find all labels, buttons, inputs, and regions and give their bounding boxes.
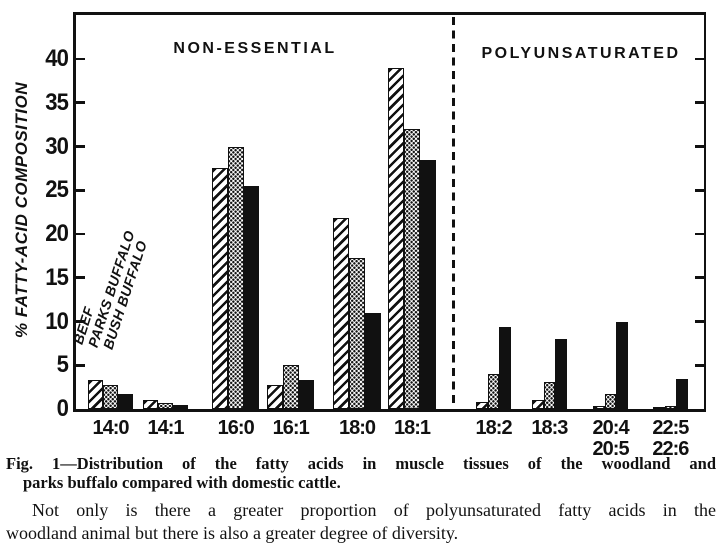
bar-parks-buffalo-16:0 xyxy=(227,146,244,409)
y-tick-mark-right xyxy=(695,320,704,323)
y-tick-mark xyxy=(76,101,85,105)
y-tick-mark xyxy=(76,232,85,236)
y-tick-mark xyxy=(76,363,85,367)
figure-caption-cont: parks buffalo compared with domestic cat… xyxy=(23,473,341,492)
bar-bush-buffalo-18:0 xyxy=(365,312,381,409)
y-tick-mark xyxy=(76,188,85,192)
bar-parks-buffalo-22:5-22:6 xyxy=(664,406,677,409)
bar-beef-18:0 xyxy=(333,218,349,409)
plot-area: NON-ESSENTIAL POLYUNSATURATED 0 5 10 15 20 25… xyxy=(45,12,706,460)
figure-text-block: Fig. 1—Distribution of the fatty acids i… xyxy=(6,454,716,544)
y-tick-mark-right xyxy=(695,101,704,105)
x-tick-label: 18:1 xyxy=(393,417,431,439)
y-tick-label: 40 xyxy=(45,45,69,72)
y-tick-mark-right xyxy=(695,276,704,280)
y-tick-label: 5 xyxy=(56,351,69,379)
bar-beef-14:0 xyxy=(88,380,103,409)
x-tick-label: 22:5 22:6 xyxy=(652,417,689,460)
y-tick-label: 0 xyxy=(56,395,69,422)
bar-bush-buffalo-22:5-22:6 xyxy=(676,379,688,409)
bar-parks-buffalo-14:1 xyxy=(158,402,173,409)
y-tick-mark xyxy=(76,57,85,61)
y-tick-mark xyxy=(76,145,85,148)
y-tick-mark-right xyxy=(695,363,704,367)
y-tick-mark-right xyxy=(695,57,704,61)
x-tick-label: 16:1 xyxy=(272,417,310,439)
figure-caption: Fig. 1—Distribution of the fatty acids i… xyxy=(6,454,716,473)
bar-parks-buffalo-18:1 xyxy=(404,129,420,409)
bar-beef-16:1 xyxy=(267,385,283,409)
y-tick-label: 35 xyxy=(45,88,69,116)
bar-bush-buffalo-16:0 xyxy=(243,185,260,409)
bar-parks-buffalo-18:0 xyxy=(349,257,365,409)
x-tick-label: 18:0 xyxy=(338,417,376,439)
y-axis-label: % FATTY-ACID COMPOSITION xyxy=(12,82,31,338)
y-tick-label: 25 xyxy=(45,176,69,204)
y-tick-mark-right xyxy=(695,232,704,236)
bar-parks-buffalo-18:2 xyxy=(487,374,500,409)
bar-bush-buffalo-18:1 xyxy=(420,159,436,409)
y-tick-mark-right xyxy=(695,188,704,192)
bar-beef-22:5-22:6 xyxy=(653,407,665,409)
y-tick-label: 15 xyxy=(45,263,69,291)
body-text-cont: woodland animal but there is also a grea… xyxy=(6,522,459,543)
bar-bush-buffalo-14:1 xyxy=(173,404,188,409)
section-title-non-essential: NON-ESSENTIAL xyxy=(173,40,337,57)
y-tick-label: 10 xyxy=(45,307,69,335)
bar-parks-buffalo-16:1 xyxy=(282,365,299,409)
bar-parks-buffalo-20:4-20:5 xyxy=(604,394,617,409)
x-tick-label: 14:1 xyxy=(147,417,184,439)
section-title-polyunsaturated: POLYUNSATURATED xyxy=(481,45,681,62)
bar-beef-16:0 xyxy=(212,168,228,409)
bar-parks-buffalo-18:3 xyxy=(543,381,556,409)
y-tick-label: 20 xyxy=(45,220,69,247)
body-text: Not only is there a greater proportion o… xyxy=(32,500,716,520)
bar-parks-buffalo-14:0 xyxy=(103,384,118,409)
bar-bush-buffalo-20:4-20:5 xyxy=(616,322,629,409)
x-tick-label: 20:4 20:5 xyxy=(592,417,630,460)
bar-beef-20:4-20:5 xyxy=(593,406,605,409)
bar-beef-18:2 xyxy=(476,402,488,409)
x-tick-label: 18:2 xyxy=(475,417,513,439)
y-tick-mark-right xyxy=(695,145,704,148)
bar-beef-14:1 xyxy=(143,400,158,409)
bar-bush-buffalo-18:2 xyxy=(499,326,512,409)
x-tick-label: 16:0 xyxy=(217,417,255,439)
section-divider xyxy=(452,17,455,407)
x-tick-label: 14:0 xyxy=(92,417,129,439)
x-tick-label: 18:3 xyxy=(531,417,568,439)
y-tick-mark xyxy=(76,276,85,280)
bar-bush-buffalo-16:1 xyxy=(298,380,315,409)
bar-bush-buffalo-14:0 xyxy=(118,394,133,409)
y-tick-label: 30 xyxy=(45,132,69,160)
y-tick-mark xyxy=(76,320,85,323)
bar-bush-buffalo-18:3 xyxy=(555,339,567,409)
bar-beef-18:3 xyxy=(532,400,544,409)
bar-beef-18:1 xyxy=(388,67,404,409)
